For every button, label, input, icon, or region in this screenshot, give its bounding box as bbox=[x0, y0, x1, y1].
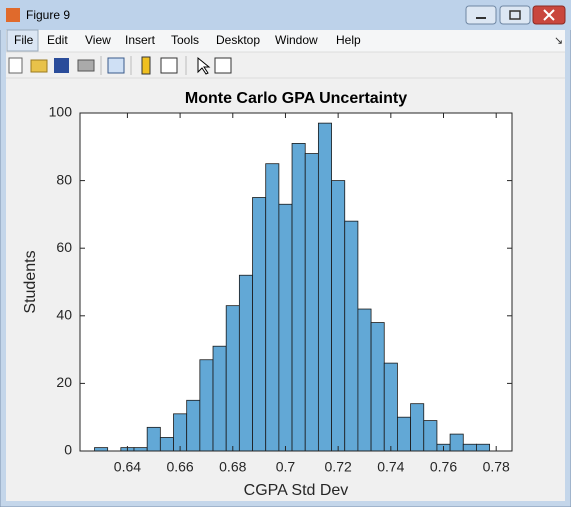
bar bbox=[462, 443, 477, 452]
x-tick-label: 0.66 bbox=[166, 459, 193, 475]
menu-item[interactable]: File bbox=[14, 33, 34, 47]
x-tick-label: 0.72 bbox=[325, 459, 352, 475]
y-tick-label: 100 bbox=[49, 104, 73, 120]
x-tick-label: 0.64 bbox=[114, 459, 141, 475]
x-tick-label: 0.68 bbox=[219, 459, 246, 475]
window-title: Figure 9 bbox=[26, 8, 70, 22]
colorbar-icon[interactable] bbox=[141, 56, 151, 75]
bar bbox=[199, 359, 214, 452]
bar bbox=[225, 305, 240, 452]
menu-item[interactable]: Tools bbox=[171, 33, 199, 47]
maximize-button[interactable] bbox=[499, 5, 531, 25]
bar bbox=[397, 416, 411, 452]
menu-item[interactable]: Insert bbox=[125, 33, 156, 47]
menu-item[interactable]: Desktop bbox=[216, 33, 260, 47]
axes-box bbox=[79, 112, 513, 452]
y-tick-label: 20 bbox=[56, 374, 72, 390]
open-icon[interactable] bbox=[30, 59, 48, 73]
bar bbox=[159, 437, 174, 452]
y-tick-label: 60 bbox=[56, 239, 72, 255]
x-tick-label: 0.76 bbox=[430, 459, 457, 475]
bar bbox=[186, 399, 201, 452]
print-icon[interactable] bbox=[77, 59, 95, 72]
chart-title: Monte Carlo GPA Uncertainty bbox=[185, 90, 407, 107]
x-tick-label: 0.7 bbox=[276, 459, 296, 475]
bar bbox=[476, 443, 491, 452]
bar bbox=[94, 447, 109, 452]
menu-item[interactable]: View bbox=[85, 33, 111, 47]
save-icon[interactable] bbox=[54, 58, 69, 73]
maximize-glyph bbox=[509, 10, 521, 20]
x-axis-label: CGPA Std Dev bbox=[244, 482, 349, 499]
app-icon bbox=[6, 8, 20, 22]
bar bbox=[278, 203, 293, 452]
bar bbox=[383, 362, 398, 452]
bar bbox=[423, 420, 438, 452]
y-axis-label: Students bbox=[22, 250, 39, 313]
menu-bar bbox=[6, 30, 565, 52]
minimize-button[interactable] bbox=[465, 5, 497, 25]
link-icon[interactable] bbox=[107, 57, 125, 74]
bar bbox=[133, 447, 148, 452]
y-tick-label: 0 bbox=[64, 442, 72, 458]
y-tick-label: 80 bbox=[56, 171, 72, 187]
bar bbox=[146, 426, 161, 452]
bar bbox=[344, 220, 359, 452]
bar bbox=[238, 274, 253, 452]
bar bbox=[265, 163, 280, 452]
bar bbox=[410, 403, 425, 452]
new-icon[interactable] bbox=[8, 57, 23, 74]
menu-highlight bbox=[6, 29, 39, 52]
bar bbox=[357, 308, 372, 452]
legend-icon[interactable] bbox=[160, 57, 178, 74]
bar bbox=[449, 433, 464, 452]
menu-item[interactable]: Help bbox=[336, 33, 361, 47]
bar bbox=[370, 322, 385, 452]
bar bbox=[212, 345, 227, 452]
bar bbox=[317, 122, 332, 452]
bar bbox=[304, 153, 319, 452]
menu-item[interactable]: Edit bbox=[47, 33, 68, 47]
x-tick-label: 0.74 bbox=[377, 459, 404, 475]
bar bbox=[331, 180, 346, 452]
toolbar bbox=[8, 56, 232, 75]
bar bbox=[173, 413, 188, 452]
x-tick-label: 0.78 bbox=[483, 459, 510, 475]
bar bbox=[252, 197, 267, 452]
menu-item[interactable]: Window bbox=[275, 33, 318, 47]
menu-dock-arrow[interactable]: ↘ bbox=[554, 35, 563, 47]
pointer-icon[interactable] bbox=[197, 56, 211, 75]
y-tick-label: 40 bbox=[56, 307, 72, 323]
property-icon[interactable] bbox=[214, 57, 232, 74]
bar bbox=[291, 143, 306, 452]
close-glyph bbox=[543, 9, 555, 21]
